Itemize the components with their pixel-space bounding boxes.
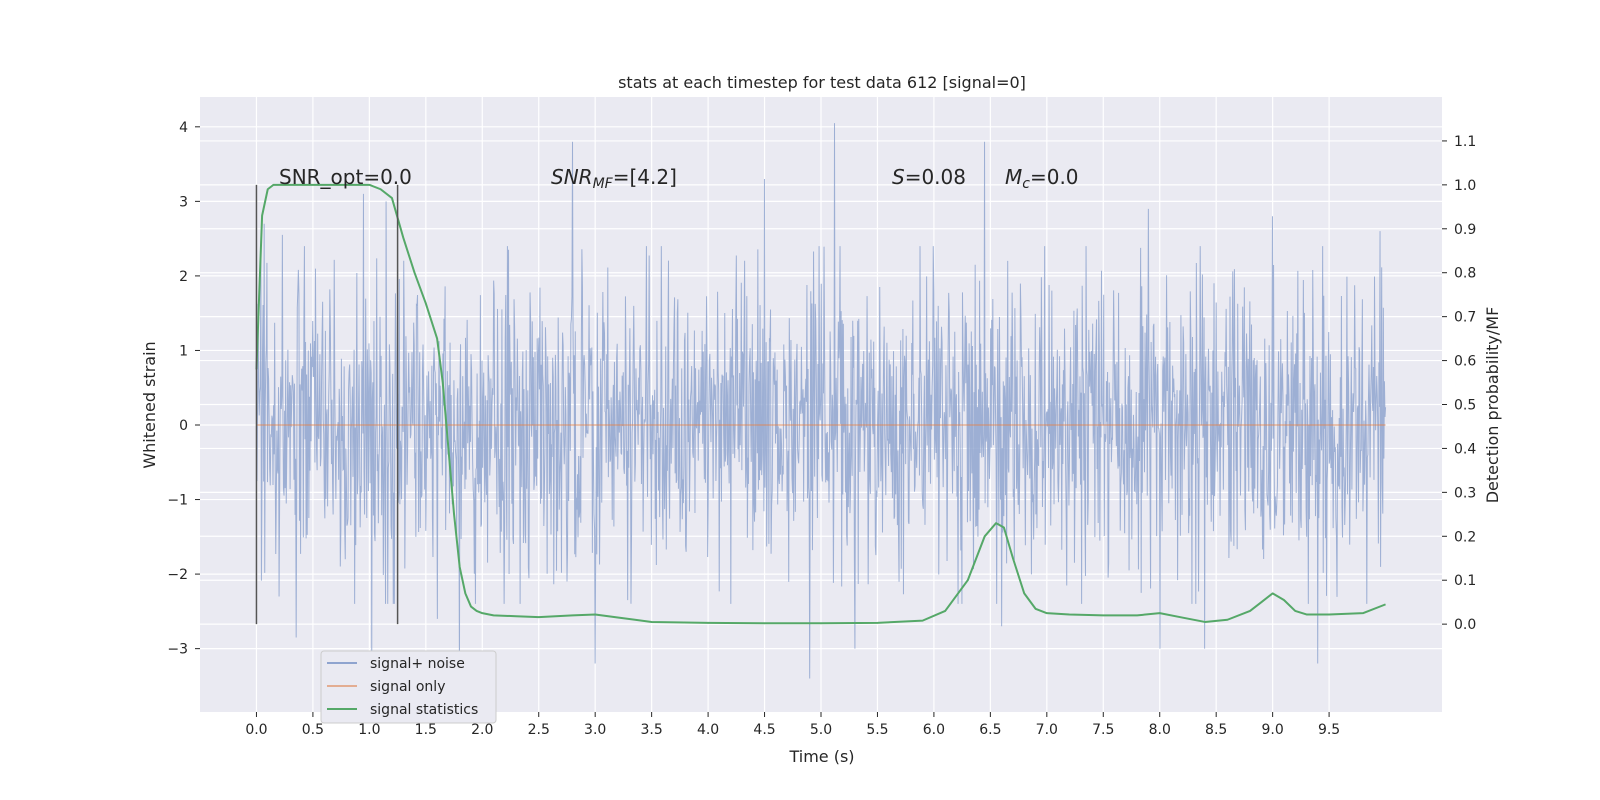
x-tick-label: 6.0 <box>923 722 945 738</box>
legend: signal+ noise signal only signal statist… <box>320 650 497 724</box>
x-tick-label: 2.0 <box>471 722 493 738</box>
signal-statistics-line <box>255 183 1386 625</box>
y2-tick-label: 1.1 <box>1454 134 1476 150</box>
x-tick-label: 9.5 <box>1318 722 1340 738</box>
x-tick-label: 6.5 <box>979 722 1001 738</box>
x-tick-label: 4.5 <box>753 722 775 738</box>
annotation-snr-mf-name: SNR <box>551 165 593 189</box>
annotation-snr-mf: SNRMF=[4.2] <box>551 165 677 192</box>
chart-title: stats at each timestep for test data 612… <box>618 73 1026 92</box>
y-tick-label: −2 <box>167 567 188 583</box>
y-tick-label: −1 <box>167 493 188 509</box>
x-tick-label: 8.0 <box>1149 722 1171 738</box>
y2-tick-label: 1.0 <box>1454 178 1476 194</box>
y-tick-label: 4 <box>179 120 188 136</box>
annotation-snr-mf-subscript: MF <box>593 176 614 192</box>
y2-tick-label: 0.9 <box>1454 222 1476 238</box>
x-tick-label: 8.5 <box>1205 722 1227 738</box>
y2-tick-label: 0.7 <box>1454 310 1476 326</box>
annotation-s: S=0.08 <box>892 165 966 189</box>
y2-tick-label: 0.8 <box>1454 266 1476 282</box>
x-tick-label: 3.0 <box>584 722 606 738</box>
x-tick-label: 0.5 <box>302 722 324 738</box>
marker-layer <box>255 184 399 625</box>
y2-tick-label: 0.6 <box>1454 354 1476 370</box>
x-tick-label: 3.5 <box>641 722 663 738</box>
legend-label-signal-noise: signal+ noise <box>370 656 465 672</box>
x-tick-label: 5.0 <box>810 722 832 738</box>
x-tick-label: 1.5 <box>415 722 437 738</box>
x-tick-label: 4.0 <box>697 722 719 738</box>
y2-tick-label: 0.1 <box>1454 573 1476 589</box>
annotation-mc-name: M <box>1005 165 1022 189</box>
y2-tick-label: 0.4 <box>1454 441 1476 457</box>
y-tick-label: 1 <box>179 343 188 359</box>
line-layer <box>255 183 1386 625</box>
annotation-mc: Mc=0.0 <box>1005 165 1079 192</box>
legend-label-signal-only: signal only <box>370 679 445 695</box>
y2-tick-label: 0.2 <box>1454 529 1476 545</box>
x-tick-label: 0.0 <box>245 722 267 738</box>
y2-tick-label: 0.0 <box>1454 617 1476 633</box>
series-signal-noise <box>255 123 1387 679</box>
annotation-s-value: =0.08 <box>905 165 966 189</box>
x-tick-label: 1.0 <box>358 722 380 738</box>
x-tick-label: 9.0 <box>1262 722 1284 738</box>
annotation-s-name: S <box>892 165 905 189</box>
x-axis-label: Time (s) <box>788 747 854 766</box>
x-tick-label: 7.5 <box>1092 722 1114 738</box>
x-tick-label: 2.5 <box>528 722 550 738</box>
annotation-snr-opt: SNR_opt=0.0 <box>279 165 412 189</box>
x-tick-label: 5.5 <box>866 722 888 738</box>
y-tick-label: 2 <box>179 269 188 285</box>
x-axis-ticks: 0.0 0.5 1.0 1.5 2.0 2.5 3.0 3.5 4.0 4.5 5.0 5.5 6.0 6… <box>245 712 1340 738</box>
y-axis-label: Whitened strain <box>140 341 159 468</box>
annotation-mc-value: =0.0 <box>1030 165 1079 189</box>
signal-noise-line <box>255 123 1387 679</box>
annotation-snr-mf-value: =[4.2] <box>613 165 677 189</box>
y2-tick-label: 0.5 <box>1454 398 1476 414</box>
y-tick-label: 3 <box>179 194 188 210</box>
legend-box <box>320 650 497 724</box>
y-axis-ticks: −3 −2 −1 0 1 2 3 4 <box>167 120 200 658</box>
y-tick-label: −3 <box>167 642 188 658</box>
x-tick-label: 7.0 <box>1036 722 1058 738</box>
legend-label-signal-statistics: signal statistics <box>370 702 478 718</box>
y2-tick-label: 0.3 <box>1454 485 1476 501</box>
annotation-mc-subscript: c <box>1022 176 1030 192</box>
y-tick-label: 0 <box>179 418 188 434</box>
y2-axis-ticks: 0.0 0.1 0.2 0.3 0.4 0.5 0.6 0.7 0.8 0.9 1.0 1.1 <box>1442 134 1476 633</box>
y2-axis-label: Detection probability/MF <box>1483 307 1502 504</box>
